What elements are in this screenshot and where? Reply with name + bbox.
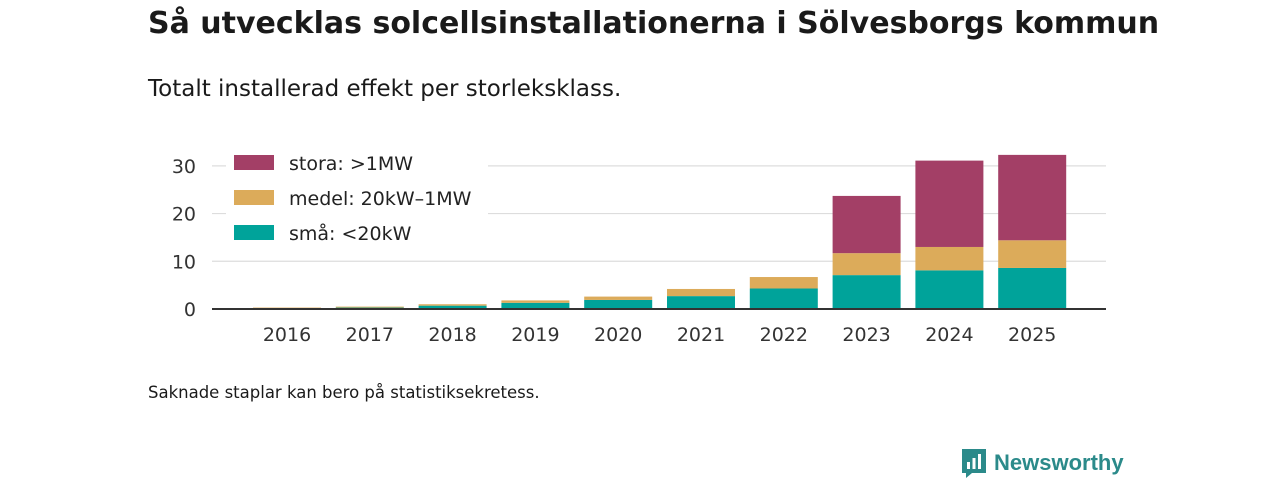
bar-stora-2024 — [915, 161, 983, 247]
logo-bar-1 — [967, 462, 970, 469]
bar-sma-2022 — [750, 288, 818, 309]
x-tick-label: 2017 — [346, 324, 394, 346]
x-tick-label: 2022 — [760, 324, 808, 346]
bar-medel-2018 — [419, 304, 487, 305]
brand-name: Newsworthy — [994, 450, 1124, 476]
y-tick-label: 10 — [172, 251, 196, 273]
bar-medel-2021 — [667, 289, 735, 296]
x-tick-label: 2024 — [925, 324, 973, 346]
legend-swatch-medel — [234, 190, 274, 205]
legend-label-sma: små: <20kW — [289, 222, 412, 245]
bar-medel-2017 — [336, 307, 404, 308]
x-tick-label: 2021 — [677, 324, 725, 346]
bar-sma-2021 — [667, 296, 735, 309]
newsworthy-logo-icon — [960, 447, 988, 479]
stacked-bar-chart: 0 10 20 30 2016 2017 2018 2019 2020 2021 2022 2023 2… — [0, 0, 1280, 370]
bar-medel-2020 — [584, 297, 652, 300]
y-tick-label: 0 — [184, 299, 196, 321]
bar-sma-2024 — [915, 270, 983, 309]
logo-bar-2 — [973, 458, 976, 469]
legend-label-stora: stora: >1MW — [289, 153, 413, 175]
bar-sma-2023 — [833, 275, 901, 309]
logo-bar-3 — [978, 454, 981, 469]
x-tick-label: 2020 — [594, 324, 642, 346]
bar-medel-2022 — [750, 277, 818, 288]
y-tick-label: 30 — [172, 156, 196, 178]
footnote: Saknade staplar kan bero på statistiksek… — [148, 383, 540, 402]
newsworthy-logo: Newsworthy — [960, 445, 1124, 481]
bar-medel-2024 — [915, 247, 983, 270]
x-tick-label: 2025 — [1008, 324, 1056, 346]
bar-stora-2025 — [998, 155, 1066, 240]
y-tick-label: 20 — [172, 204, 196, 226]
x-tick-label: 2018 — [428, 324, 476, 346]
x-tick-label: 2016 — [263, 324, 311, 346]
legend-label-medel: medel: 20kW–1MW — [289, 188, 472, 210]
bar-medel-2019 — [501, 300, 569, 302]
bar-stora-2023 — [833, 196, 901, 253]
x-tick-label: 2019 — [511, 324, 559, 346]
x-tick-label: 2023 — [842, 324, 890, 346]
bar-medel-2025 — [998, 240, 1066, 268]
legend-swatch-stora — [234, 155, 274, 170]
bar-sma-2025 — [998, 268, 1066, 309]
bar-medel-2023 — [833, 253, 901, 275]
bar-sma-2020 — [584, 300, 652, 309]
legend-swatch-sma — [234, 225, 274, 240]
